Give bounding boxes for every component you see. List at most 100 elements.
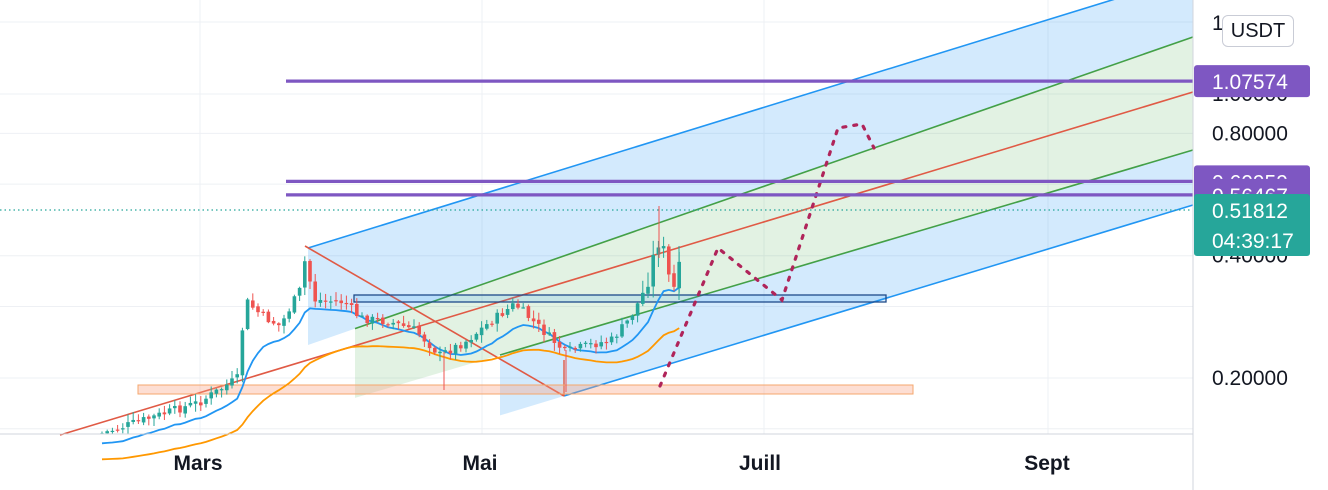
candle-body — [630, 315, 635, 320]
candle-body — [557, 341, 562, 348]
candle-body — [334, 300, 338, 302]
candle-body — [401, 323, 406, 326]
candle-body — [453, 344, 458, 354]
candle-body — [339, 300, 343, 304]
candle-body — [230, 378, 234, 386]
projection-path — [658, 122, 876, 388]
candle-body — [526, 306, 531, 318]
candle-body — [391, 322, 395, 325]
candle-body — [173, 405, 177, 409]
candlesticks — [100, 206, 681, 435]
price-level-tag-label: 1.07574 — [1212, 71, 1288, 94]
candle-body — [500, 313, 505, 316]
candle-body — [459, 345, 463, 349]
candle-body — [599, 342, 603, 347]
candle-body — [308, 260, 312, 282]
channel-fill — [355, 37, 1193, 398]
price-tick-label: 0.80000 — [1212, 122, 1288, 145]
candle-body — [121, 428, 125, 430]
candle-body — [407, 325, 411, 328]
candle-body — [427, 342, 432, 349]
candle-body — [261, 311, 265, 313]
candle-body — [516, 303, 520, 308]
candle-body — [396, 321, 401, 324]
candle-body — [235, 374, 239, 378]
ma-fast-line — [101, 286, 680, 445]
candle-body — [349, 303, 354, 306]
candle-body — [131, 419, 135, 422]
candle-body — [152, 415, 156, 419]
candle-body — [355, 303, 359, 317]
candle-body — [178, 405, 182, 413]
candle-body — [251, 300, 255, 308]
candle-body — [287, 311, 291, 319]
time-tick-label: Mars — [173, 452, 222, 475]
candle-body — [214, 389, 219, 394]
candle-body — [651, 254, 655, 287]
candle-body — [422, 334, 427, 342]
candle-body — [479, 327, 484, 336]
candle-body — [282, 318, 286, 326]
candle-body — [147, 416, 151, 419]
candle-body — [297, 287, 302, 296]
price-level-tag — [1194, 65, 1310, 98]
candle-body — [495, 312, 499, 324]
candle-body — [604, 341, 609, 344]
candle-body — [386, 324, 390, 326]
candle-body — [433, 347, 437, 353]
channel-fill — [500, 150, 1193, 416]
candle-body — [641, 292, 645, 304]
candle-body — [329, 301, 333, 303]
candle-body — [412, 326, 416, 328]
candle-body — [521, 307, 525, 309]
candle-body — [469, 339, 473, 343]
candle-body — [661, 246, 666, 249]
candle-body — [219, 389, 224, 391]
channel-median-line — [59, 91, 1194, 436]
candle-body — [531, 318, 536, 322]
ma-slow-line — [101, 327, 680, 461]
price-tick-label: 0.20000 — [1212, 367, 1288, 390]
candle-body — [537, 319, 541, 324]
candle-body — [417, 325, 421, 335]
candle-body — [448, 350, 453, 354]
channel-anchor-line — [304, 245, 565, 397]
candle-body — [370, 316, 375, 324]
candle-body — [204, 398, 208, 404]
regression-channel — [59, 0, 1194, 436]
candle-body — [511, 303, 515, 310]
current-price-tag — [1194, 194, 1310, 257]
chart-grid — [0, 0, 1193, 434]
candle-body — [277, 323, 281, 326]
overlays — [658, 122, 876, 388]
candle-body — [240, 330, 245, 376]
candle-body — [672, 273, 676, 287]
currency-badge[interactable]: USDT — [1222, 15, 1294, 47]
resistance-box — [353, 294, 887, 303]
candle-body — [167, 408, 172, 414]
candle-body — [542, 324, 546, 335]
candle-body — [615, 336, 619, 338]
channel-upper-line — [307, 0, 1115, 249]
candle-body — [313, 281, 317, 302]
channel-inner-lower-line — [499, 149, 1194, 356]
candle-body — [646, 286, 650, 294]
candle-body — [620, 324, 624, 337]
candle-body — [568, 346, 572, 348]
candle-body — [490, 323, 494, 325]
candle-body — [110, 430, 115, 433]
candle-body — [225, 384, 229, 391]
candle-body — [578, 343, 583, 349]
zones — [137, 294, 914, 395]
candle-body — [323, 300, 328, 302]
candle-body — [381, 317, 385, 325]
current-price-label: 0.51812 — [1212, 200, 1288, 223]
candle-body — [464, 341, 468, 349]
candle-body — [115, 429, 120, 431]
candle-body — [136, 420, 141, 422]
candle-body — [105, 431, 109, 434]
candle-body — [193, 401, 198, 404]
time-tick-label: Juill — [739, 452, 781, 475]
